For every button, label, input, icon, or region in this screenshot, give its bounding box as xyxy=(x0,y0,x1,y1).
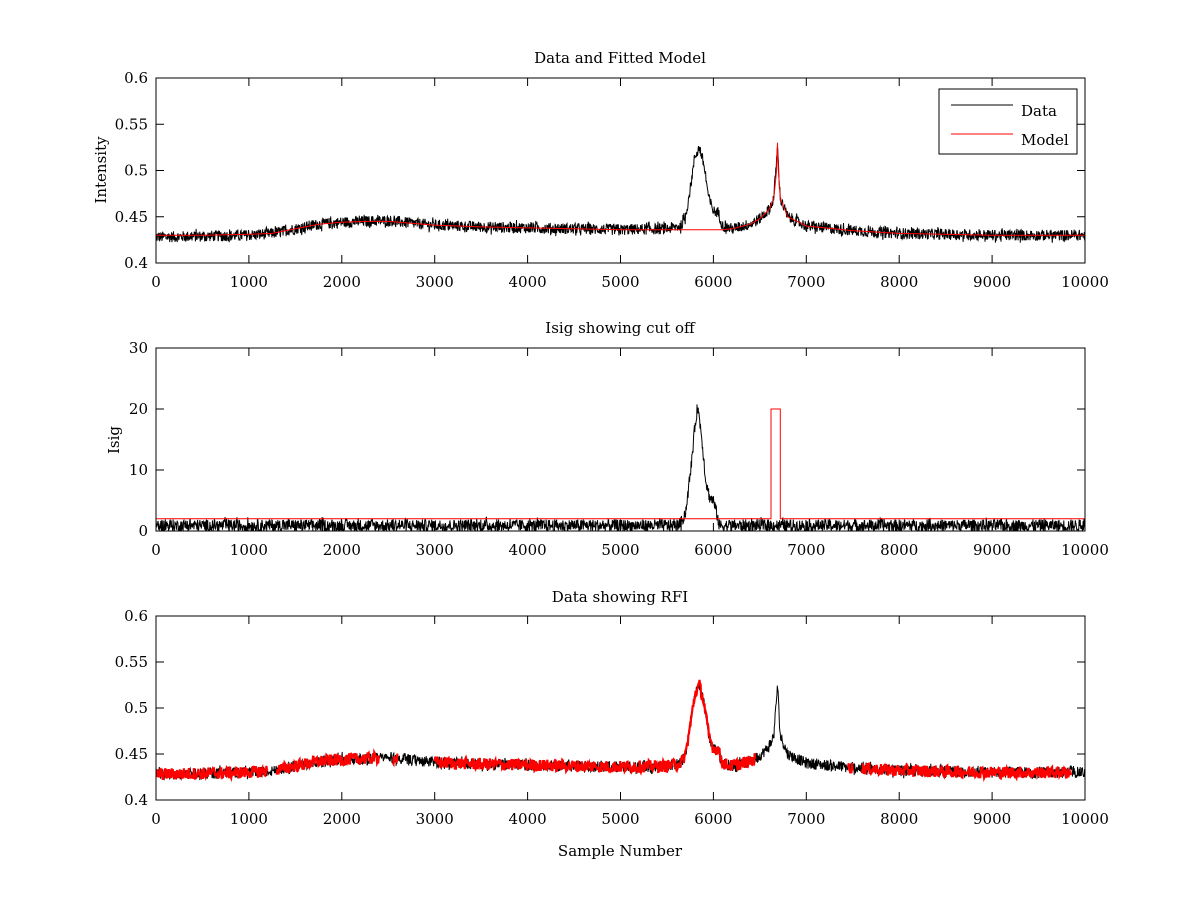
y-tick-label: 0.4 xyxy=(124,791,148,809)
x-tick-label: 5000 xyxy=(601,273,639,291)
y-tick-label: 0.45 xyxy=(115,208,148,226)
rfi-marker-segment xyxy=(275,748,380,775)
chart-title: Data and Fitted Model xyxy=(534,49,706,67)
plot-series xyxy=(156,142,1085,243)
x-tick-label: 9000 xyxy=(973,273,1011,291)
axes-isig: Isig showing cut off Isig 0 1000 2000 3000 4… xyxy=(105,319,1109,559)
y-tick-label: 0.45 xyxy=(115,745,148,763)
axes-rfi: Data showing RFI Sample Number 0 1000 2000… xyxy=(115,588,1109,860)
rfi-marker-segment xyxy=(391,753,399,768)
x-tick-label: 1000 xyxy=(230,541,268,559)
x-tick-label: 9000 xyxy=(973,810,1011,828)
legend-box xyxy=(938,88,1078,155)
plot-area xyxy=(156,348,1085,531)
x-tick-label: 9000 xyxy=(973,541,1011,559)
legend-label-data: Data xyxy=(1021,102,1057,120)
y-tick-label: 0.55 xyxy=(115,653,148,671)
x-tick-label: 7000 xyxy=(787,541,825,559)
series-line-isig xyxy=(156,404,1085,531)
x-tick-label: 0 xyxy=(151,273,161,291)
x-axis-label: Sample Number xyxy=(558,842,683,860)
x-tick-label: 8000 xyxy=(880,273,918,291)
y-tick-label: 0.55 xyxy=(115,115,148,133)
y-tick-label: 10 xyxy=(129,461,148,479)
x-tick-label: 3000 xyxy=(416,273,454,291)
x-tick-label: 5000 xyxy=(601,810,639,828)
x-tick-label: 7000 xyxy=(787,810,825,828)
plot-series xyxy=(156,679,1085,783)
legend: Data Model xyxy=(938,88,1078,155)
x-tick-label: 10000 xyxy=(1061,273,1109,291)
y-axis-label: Isig xyxy=(105,426,123,454)
x-tick-label: 6000 xyxy=(694,273,732,291)
rfi-marker-segment xyxy=(847,762,854,774)
x-tick-label: 4000 xyxy=(509,273,547,291)
plot-series xyxy=(156,404,1085,531)
y-tick-label: 0.6 xyxy=(124,69,148,87)
axes-data-and-model: Data and Fitted Model Intensity 0 1000 200… xyxy=(92,49,1109,291)
legend-label-model: Model xyxy=(1021,131,1069,149)
series-line-data xyxy=(156,146,1085,243)
x-tick-label: 4000 xyxy=(509,541,547,559)
x-tick-label: 6000 xyxy=(694,810,732,828)
y-tick-label: 20 xyxy=(129,400,148,418)
y-tick-label: 0.6 xyxy=(124,607,148,625)
x-tick-label: 10000 xyxy=(1061,810,1109,828)
x-tick-label: 2000 xyxy=(323,273,361,291)
x-tick-label: 7000 xyxy=(787,273,825,291)
rfi-marker-segment xyxy=(860,762,1073,783)
y-tick-label: 0.5 xyxy=(124,699,148,717)
series-line-model xyxy=(156,142,1085,236)
x-tick-label: 5000 xyxy=(601,541,639,559)
x-tick-label: 3000 xyxy=(416,541,454,559)
y-tick-label: 0.4 xyxy=(124,254,148,272)
x-tick-label: 10000 xyxy=(1061,541,1109,559)
x-tick-label: 8000 xyxy=(880,541,918,559)
x-tick-label: 3000 xyxy=(416,810,454,828)
x-tick-label: 1000 xyxy=(230,273,268,291)
x-tick-label: 0 xyxy=(151,810,161,828)
y-axis-label: Intensity xyxy=(92,136,110,204)
x-tick-label: 2000 xyxy=(323,810,361,828)
x-tick-label: 4000 xyxy=(509,810,547,828)
x-tick-label: 1000 xyxy=(230,810,268,828)
x-tick-label: 0 xyxy=(151,541,161,559)
rfi-marker-segment xyxy=(156,763,269,783)
y-tick-label: 0.5 xyxy=(124,162,148,180)
y-tick-label: 30 xyxy=(129,339,148,357)
series-line-cut-off xyxy=(156,408,1085,520)
x-tick-label: 8000 xyxy=(880,810,918,828)
x-tick-label: 6000 xyxy=(694,541,732,559)
x-tick-label: 2000 xyxy=(323,541,361,559)
rfi-marker-segment xyxy=(433,679,757,776)
chart-title: Isig showing cut off xyxy=(545,319,696,337)
y-tick-label: 0 xyxy=(138,522,148,540)
chart-title: Data showing RFI xyxy=(552,588,688,606)
